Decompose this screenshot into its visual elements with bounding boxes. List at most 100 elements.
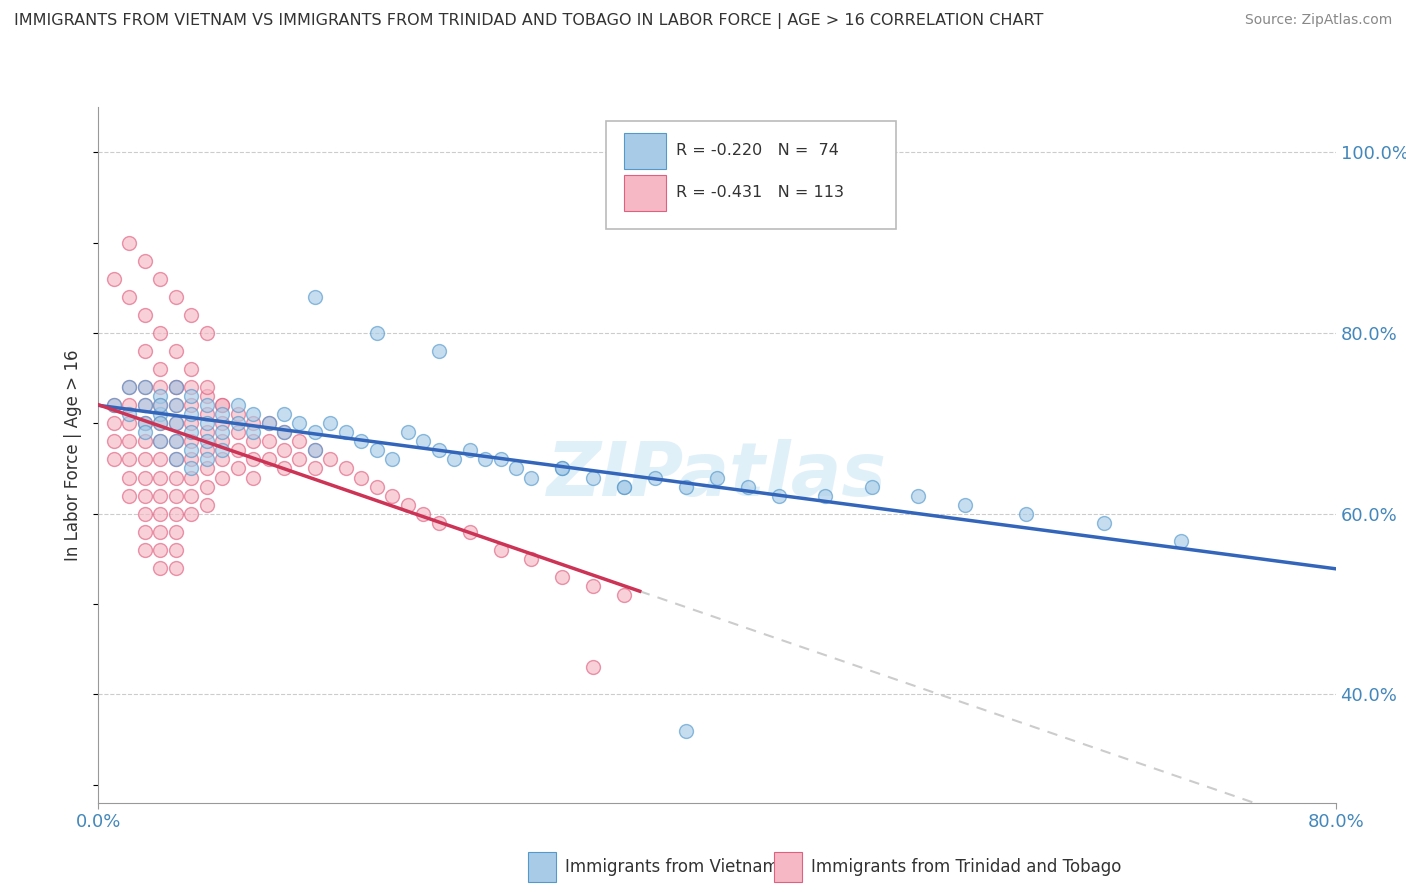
Point xyxy=(149,398,172,412)
Y-axis label: In Labor Force | Age > 16: In Labor Force | Age > 16 xyxy=(65,349,83,561)
Point xyxy=(551,570,574,584)
Point xyxy=(180,452,202,467)
Point xyxy=(412,507,434,521)
Point xyxy=(458,524,481,539)
Point xyxy=(195,461,218,475)
Point xyxy=(520,470,543,484)
Point xyxy=(134,398,156,412)
Point xyxy=(1092,516,1115,530)
FancyBboxPatch shape xyxy=(606,121,897,229)
Point xyxy=(257,417,280,431)
Point xyxy=(134,253,156,268)
Point xyxy=(195,407,218,421)
Point xyxy=(613,479,636,493)
Point xyxy=(118,452,141,467)
Point xyxy=(134,425,156,440)
Point xyxy=(335,425,357,440)
Point xyxy=(180,389,202,403)
Point xyxy=(211,452,233,467)
Point xyxy=(195,434,218,449)
Point xyxy=(613,588,636,602)
Point xyxy=(381,489,404,503)
Point xyxy=(149,434,172,449)
Point xyxy=(149,434,172,449)
Point xyxy=(165,380,187,394)
Point xyxy=(149,524,172,539)
Point xyxy=(242,470,264,484)
Point xyxy=(226,425,249,440)
Point xyxy=(427,516,450,530)
Point xyxy=(737,479,759,493)
Point xyxy=(149,542,172,557)
Point xyxy=(242,407,264,421)
Point xyxy=(149,417,172,431)
Point xyxy=(1170,533,1192,548)
Point xyxy=(165,452,187,467)
Point xyxy=(149,417,172,431)
Point xyxy=(134,489,156,503)
Point xyxy=(381,452,404,467)
Point xyxy=(211,443,233,458)
Point xyxy=(860,479,883,493)
Point xyxy=(195,326,218,340)
Point xyxy=(195,479,218,493)
Point xyxy=(118,434,141,449)
Point xyxy=(165,380,187,394)
Point xyxy=(304,443,326,458)
Point xyxy=(706,470,728,484)
Point xyxy=(211,417,233,431)
Text: Source: ZipAtlas.com: Source: ZipAtlas.com xyxy=(1244,13,1392,28)
Point xyxy=(165,561,187,575)
Point xyxy=(180,470,202,484)
Point xyxy=(180,425,202,440)
Point xyxy=(319,417,342,431)
Point xyxy=(427,443,450,458)
Point xyxy=(273,407,295,421)
Point xyxy=(211,470,233,484)
Point xyxy=(474,452,496,467)
Text: R = -0.431   N = 113: R = -0.431 N = 113 xyxy=(676,186,844,200)
Point xyxy=(551,461,574,475)
FancyBboxPatch shape xyxy=(624,133,666,169)
FancyBboxPatch shape xyxy=(624,175,666,211)
Point xyxy=(180,417,202,431)
Point xyxy=(149,389,172,403)
Point xyxy=(134,507,156,521)
Point xyxy=(134,542,156,557)
Point xyxy=(149,407,172,421)
Point xyxy=(953,498,976,512)
Point xyxy=(304,290,326,304)
Point xyxy=(149,326,172,340)
Point xyxy=(195,417,218,431)
Text: Immigrants from Trinidad and Tobago: Immigrants from Trinidad and Tobago xyxy=(811,858,1122,876)
Point xyxy=(242,452,264,467)
Point xyxy=(195,443,218,458)
Point xyxy=(165,470,187,484)
Point xyxy=(149,561,172,575)
Point xyxy=(396,498,419,512)
Point xyxy=(211,425,233,440)
Point xyxy=(118,380,141,394)
Point xyxy=(211,407,233,421)
Point xyxy=(134,417,156,431)
Point xyxy=(273,461,295,475)
Point xyxy=(165,507,187,521)
Point xyxy=(396,425,419,440)
Point xyxy=(242,434,264,449)
Point xyxy=(134,470,156,484)
Point xyxy=(427,344,450,359)
Point xyxy=(304,461,326,475)
Point xyxy=(489,452,512,467)
Point xyxy=(288,417,311,431)
Point xyxy=(226,443,249,458)
Point xyxy=(118,235,141,250)
Point xyxy=(226,417,249,431)
Point xyxy=(103,434,125,449)
Point xyxy=(180,398,202,412)
Point xyxy=(195,389,218,403)
Point xyxy=(165,542,187,557)
Point xyxy=(180,380,202,394)
Point xyxy=(118,380,141,394)
Point xyxy=(149,380,172,394)
Point xyxy=(335,461,357,475)
